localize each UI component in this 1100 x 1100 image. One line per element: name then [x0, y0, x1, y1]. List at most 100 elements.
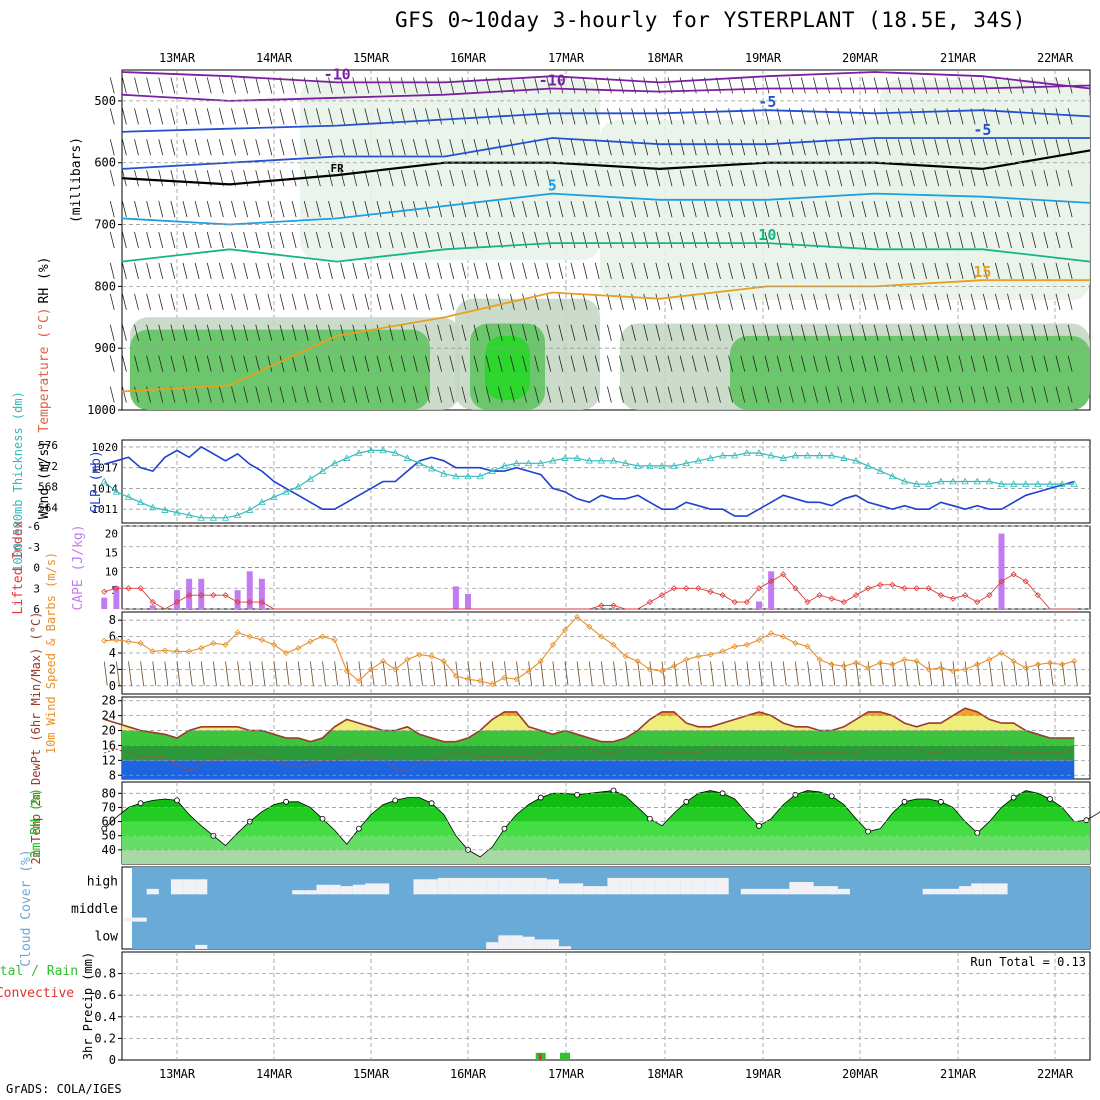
wind10m-barb-6 [176, 661, 181, 686]
wind10m-speed-marker-70 [949, 667, 957, 675]
upper-air-barb [982, 77, 988, 94]
upper-air-barb [594, 262, 600, 280]
upper-air-barb [509, 170, 515, 187]
upper-air-barb [631, 324, 637, 341]
upper-air-barb [243, 262, 249, 280]
cloud-cover-high-cell-74 [995, 883, 1008, 895]
wind10m-speed-marker-1 [113, 636, 120, 643]
upper-air-barb [449, 170, 455, 187]
cape-lifted-lifted-marker-34 [877, 581, 884, 588]
wind10m-speed-marker-38 [561, 626, 569, 634]
upper-air-barb [910, 231, 915, 249]
upper-air-top-date-3: 16MAR [450, 51, 487, 65]
wind10m-speed-marker-21 [355, 677, 362, 684]
wind10m-speed-marker-55 [768, 630, 775, 637]
cape-lifted-lifted-marker-23 [743, 599, 750, 606]
cloud-cover-high-cell-36 [534, 877, 547, 895]
upper-air-barb [982, 231, 988, 249]
upper-air-barb [558, 200, 564, 218]
upper-air-barb [764, 262, 770, 280]
rh2m-rh-marker-9 [428, 800, 435, 807]
wind10m-barb-27 [431, 661, 436, 686]
upper-air-barb [449, 386, 455, 403]
upper-air-barb [522, 355, 527, 372]
wind10m-speed-marker-35 [525, 667, 532, 675]
cape-lifted-lifted-marker-41 [962, 592, 969, 599]
upper-air-barb [958, 293, 964, 310]
slp-thickness-thickness-marker-34 [512, 459, 521, 467]
upper-air-barb [218, 200, 224, 218]
wind10m-barb-19 [334, 661, 339, 686]
upper-air-barb [655, 386, 661, 403]
upper-air-barb [376, 231, 382, 249]
wind10m-speed-marker-66 [901, 656, 908, 663]
upper-air-barb [582, 231, 588, 249]
upper-air-barb [825, 293, 831, 310]
wind10m-speed-marker-62 [852, 659, 860, 666]
upper-air-barb [691, 170, 697, 187]
upper-air-barb [425, 355, 430, 372]
wind10m-speed-marker-52 [731, 643, 738, 650]
cape-lifted-lifted-marker-39 [937, 592, 944, 599]
upper-air-barb [655, 262, 661, 280]
upper-air-barb [400, 77, 406, 94]
upper-air-barb [946, 324, 952, 341]
cloud-cover-high-cell-69 [934, 888, 947, 895]
slp-thickness-thickness-marker-22 [367, 446, 375, 454]
slp-thickness-thickness-marker-53 [743, 449, 751, 456]
cape-lifted-lifted-marker-27 [792, 585, 799, 592]
wind10m-barb-37 [552, 661, 557, 686]
upper-air-barb [243, 231, 249, 249]
upper-air-barb [606, 262, 612, 280]
upper-air-barb [740, 231, 746, 249]
upper-air-barb [146, 231, 152, 249]
cape-lifted-lifted-marker-18 [683, 585, 690, 592]
upper-air-barb [243, 355, 249, 372]
upper-air-barb [231, 293, 236, 310]
slp-thickness-thickness-marker-5 [161, 506, 169, 513]
wind10m-speed-marker-22 [367, 666, 375, 673]
upper-air-barb [728, 170, 734, 187]
cape-lifted-lifted-marker-19 [695, 585, 702, 592]
upper-air-barb [703, 355, 709, 372]
upper-air-barb [970, 324, 976, 341]
upper-air-barb [1019, 324, 1025, 341]
upper-air-barb [376, 170, 382, 187]
upper-air-barb [910, 324, 915, 341]
upper-air-barb [412, 386, 418, 403]
cloud-cover-high-cell-42 [607, 877, 620, 895]
wind10m-ytick-label-0: 0 [109, 679, 116, 693]
rh2m-rh-marker-23 [937, 798, 944, 805]
wind10m-speed-marker-33 [501, 674, 508, 681]
upper-air-barb [255, 293, 261, 310]
upper-air-barb [594, 324, 600, 341]
wind10m-speed-marker-59 [816, 656, 823, 663]
upper-air-barb [594, 139, 600, 156]
wind10m-ytick-label-2: 4 [109, 646, 116, 660]
wind10m-speed-marker-76 [1022, 664, 1029, 671]
upper-air-barb [558, 386, 564, 403]
upper-air-barb [800, 77, 806, 94]
upper-air-barb [449, 324, 455, 341]
cloud-cover-high-cell-40 [583, 886, 596, 895]
upper-air-barb [1031, 324, 1037, 341]
wind10m-speed-marker-72 [974, 661, 981, 668]
cape-lifted-lifted-marker-37 [913, 585, 920, 592]
upper-air-barb [1007, 262, 1012, 280]
cape-lifted-lifted-marker-2 [125, 585, 132, 592]
upper-air-barb [352, 386, 358, 403]
upper-air-barb [303, 324, 309, 341]
upper-air-barb [412, 324, 418, 341]
upper-air-barb [570, 355, 576, 372]
upper-air-barb [267, 108, 273, 125]
upper-air-barb [473, 139, 479, 156]
upper-air-barb [837, 293, 843, 310]
wind10m-speed-marker-31 [477, 677, 484, 684]
cloud-cover-high-cell-56 [777, 888, 790, 895]
precip-ytick-label-4: 0.8 [94, 967, 116, 981]
upper-air-barb [667, 355, 673, 372]
wind10m-barb-69 [940, 661, 945, 686]
cloud-cover-panel: high middle low Cloud Cover (%) [19, 849, 1091, 967]
upper-air-barb [716, 355, 721, 372]
upper-air-barb [182, 77, 188, 94]
